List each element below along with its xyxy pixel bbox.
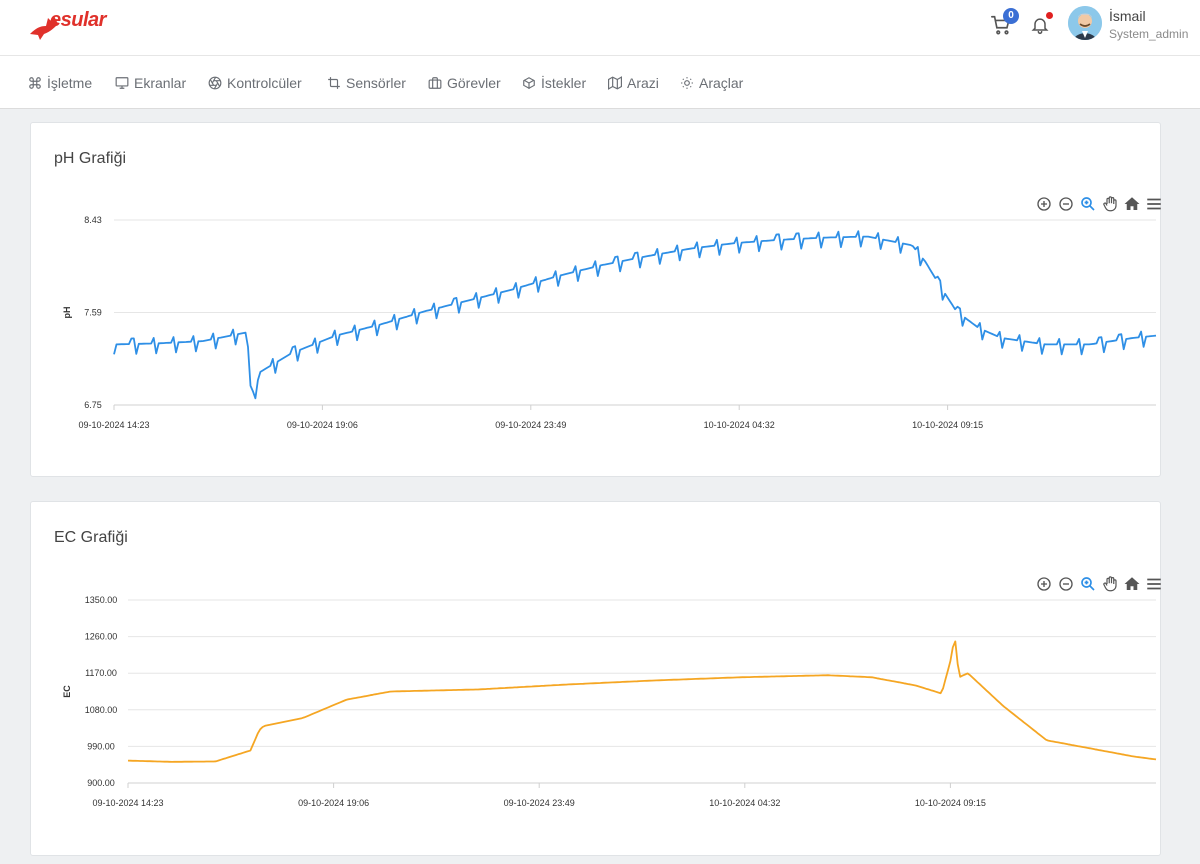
logo-icon[interactable] — [28, 6, 120, 42]
y-tick-label: 6.75 — [84, 400, 102, 410]
nav-item-arazi[interactable]: Arazi — [608, 73, 659, 93]
x-tick-label: 10-10-2024 04:32 — [709, 798, 780, 808]
pan-hand-icon[interactable] — [1101, 195, 1119, 213]
selection-zoom-icon[interactable] — [1079, 195, 1097, 213]
x-tick-label: 09-10-2024 19:06 — [298, 798, 369, 808]
command-icon — [29, 77, 41, 89]
notification-dot — [1046, 12, 1053, 19]
briefcase-icon — [428, 77, 442, 89]
ph-chart-title: pH Grafiği — [54, 150, 127, 167]
user-avatar-icon — [1068, 6, 1102, 40]
nav-item-label: Arazi — [627, 75, 659, 91]
x-tick-label: 09-10-2024 19:06 — [287, 420, 358, 430]
y-tick-label: 7.59 — [84, 308, 102, 318]
ec-line-chart[interactable]: 900.00 990.00 1080.00 1170.00 1260.00 1350.00… — [31, 502, 1162, 857]
zoom-in-icon[interactable] — [1035, 195, 1053, 213]
y-tick-label: 1080.00 — [85, 705, 118, 715]
zoom-out-icon[interactable] — [1057, 195, 1075, 213]
x-tick-label: 10-10-2024 09:15 — [912, 420, 983, 430]
x-tick-label: 09-10-2024 23:49 — [504, 798, 575, 808]
nav-item-label: Ekranlar — [134, 75, 187, 91]
ec-chart-title: EC Grafiği — [54, 529, 128, 546]
x-tick-label: 10-10-2024 04:32 — [704, 420, 775, 430]
y-axis-label: pH — [62, 307, 72, 319]
nav-item-kontrolculer[interactable]: Kontrolcüler — [208, 73, 302, 93]
y-tick-label: 990.00 — [87, 741, 115, 751]
x-tick-label: 09-10-2024 23:49 — [495, 420, 566, 430]
nav-item-sensorler[interactable]: Sensörler — [327, 73, 406, 93]
y-tick-label: 1350.00 — [85, 595, 118, 605]
user-name[interactable]: İsmail — [1109, 8, 1146, 24]
nav-item-istekler[interactable]: İstekler — [522, 73, 586, 93]
sun-icon — [681, 77, 693, 89]
y-tick-label: 1260.00 — [85, 632, 118, 642]
selection-zoom-icon[interactable] — [1079, 575, 1097, 593]
box-icon — [523, 77, 535, 89]
y-tick-label: 1170.00 — [85, 668, 117, 678]
y-tick-label: 8.43 — [84, 215, 102, 225]
avatar[interactable] — [1068, 6, 1102, 40]
main-navigation: İşletme Ekranlar Kontrolcüler Sensörler … — [0, 56, 1200, 109]
y-tick-label: 900.00 — [87, 778, 115, 788]
reset-home-icon[interactable] — [1123, 575, 1141, 593]
series-line-ph — [113, 230, 1157, 400]
ec-chart-toolbar — [1031, 575, 1163, 593]
ph-line-chart[interactable]: 6.75 7.59 8.43 09-10-2024 14:23 09-10-2024 1… — [31, 123, 1162, 478]
ph-chart-toolbar — [1031, 195, 1163, 213]
pan-hand-icon[interactable] — [1101, 575, 1119, 593]
zoom-in-icon[interactable] — [1035, 575, 1053, 593]
nav-item-gorevler[interactable]: Görevler — [428, 73, 501, 93]
menu-icon[interactable] — [1145, 575, 1163, 593]
bell-icon[interactable] — [1030, 14, 1050, 36]
nav-item-label: İşletme — [47, 75, 93, 91]
cart-count-badge: 0 — [1003, 8, 1019, 24]
nav-item-araclar[interactable]: Araçlar — [680, 73, 743, 93]
top-header: esular 0 İsmail System_admin — [0, 0, 1200, 56]
reset-home-icon[interactable] — [1123, 195, 1141, 213]
y-axis-label: EC — [62, 685, 72, 698]
user-role: System_admin — [1109, 27, 1189, 41]
logo-text[interactable]: esular — [50, 9, 106, 31]
map-icon — [608, 76, 622, 90]
menu-icon[interactable] — [1145, 195, 1163, 213]
nav-item-ekranlar[interactable]: Ekranlar — [115, 73, 186, 93]
series-line-ec — [127, 640, 1157, 763]
x-tick-label: 09-10-2024 14:23 — [78, 420, 149, 430]
nav-item-label: Sensörler — [346, 75, 406, 91]
x-tick-label: 09-10-2024 14:23 — [92, 798, 163, 808]
monitor-icon — [115, 77, 129, 89]
nav-item-label: İstekler — [541, 75, 587, 91]
nav-item-label: Araçlar — [699, 75, 744, 91]
x-tick-label: 10-10-2024 09:15 — [915, 798, 986, 808]
aperture-icon — [208, 76, 222, 90]
zoom-out-icon[interactable] — [1057, 575, 1075, 593]
ph-chart-card: pH Grafiği 6.75 7.59 8.43 09-10-2024 14:23 0… — [30, 122, 1161, 477]
nav-item-isletme[interactable]: İşletme — [28, 73, 92, 93]
ec-chart-card: EC Grafiği 900.00 990.00 1080.00 1170.00 126… — [30, 501, 1161, 856]
crop-icon — [328, 77, 340, 89]
nav-item-label: Görevler — [447, 75, 501, 91]
nav-item-label: Kontrolcüler — [227, 75, 302, 91]
